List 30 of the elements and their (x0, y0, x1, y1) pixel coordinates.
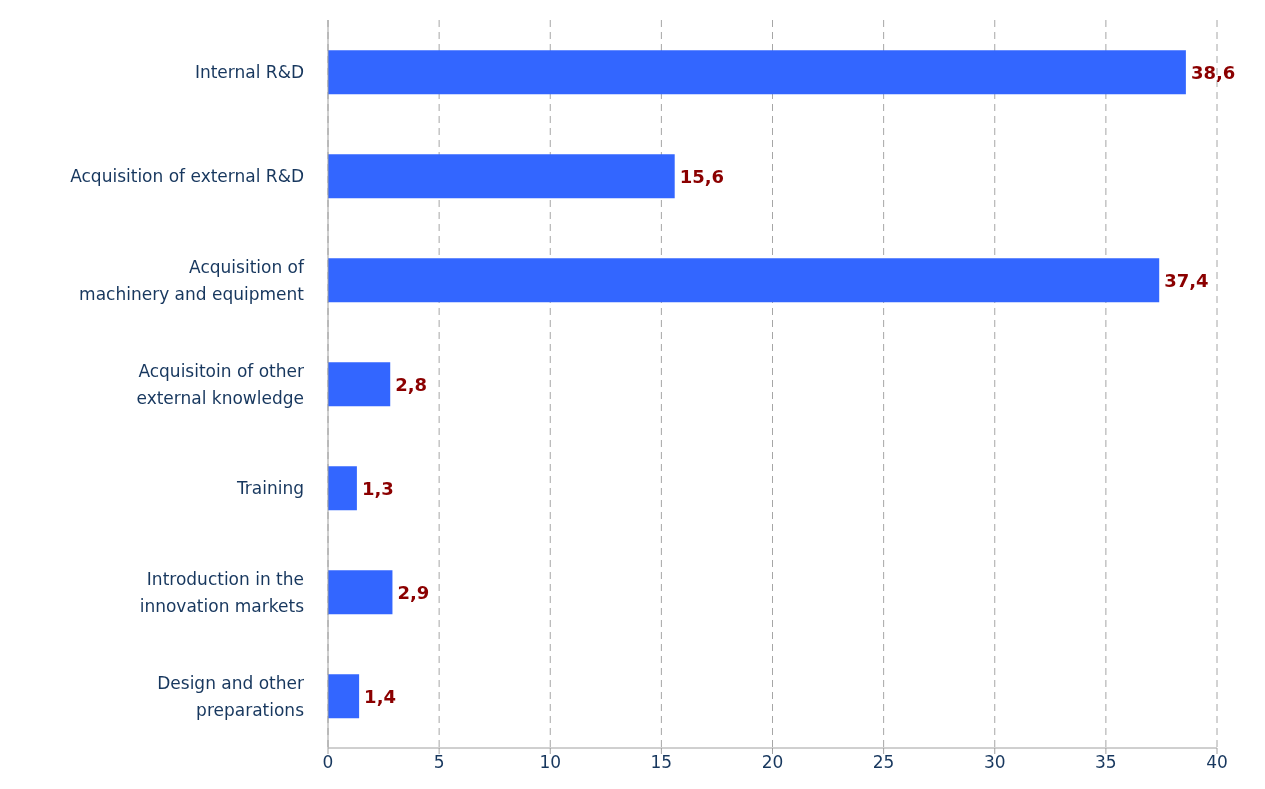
data-label: 2,9 (397, 581, 430, 603)
data-label: 1,4 (364, 685, 397, 707)
x-tick-label: 25 (872, 752, 895, 773)
bar (328, 50, 1186, 95)
bar (328, 466, 357, 511)
bar (328, 154, 675, 199)
bar (328, 362, 391, 407)
y-tick-label: Design and other preparations (157, 672, 305, 720)
x-tick-label: 35 (1095, 752, 1117, 773)
data-label: 37,4 (1164, 269, 1209, 291)
data-label: 1,3 (361, 477, 394, 499)
x-tick-label: 30 (983, 752, 1006, 773)
x-tick-label: 10 (539, 752, 562, 773)
y-tick-label: Acquisitoin of other external knowledge (136, 360, 305, 408)
bar (328, 570, 393, 615)
data-label: 15,6 (679, 165, 725, 187)
data-label: 2,8 (395, 373, 428, 395)
bar (328, 674, 360, 719)
y-tick-label: Internal R&D (194, 62, 304, 82)
y-tick-label: Training (235, 478, 304, 498)
x-tick-label: 20 (761, 752, 784, 773)
data-label: 38,6 (1190, 61, 1236, 83)
bar (328, 258, 1160, 303)
x-tick-label: 5 (433, 752, 445, 773)
y-tick-label: Acquisition of machinery and equipment (79, 256, 306, 304)
y-tick-label: Introduction in the innovation markets (139, 568, 305, 616)
y-tick-label: Acquisition of external R&D (70, 166, 304, 186)
x-tick-label: 40 (1206, 752, 1228, 773)
x-tick-label: 15 (650, 752, 673, 773)
x-tick-label: 0 (322, 752, 334, 773)
